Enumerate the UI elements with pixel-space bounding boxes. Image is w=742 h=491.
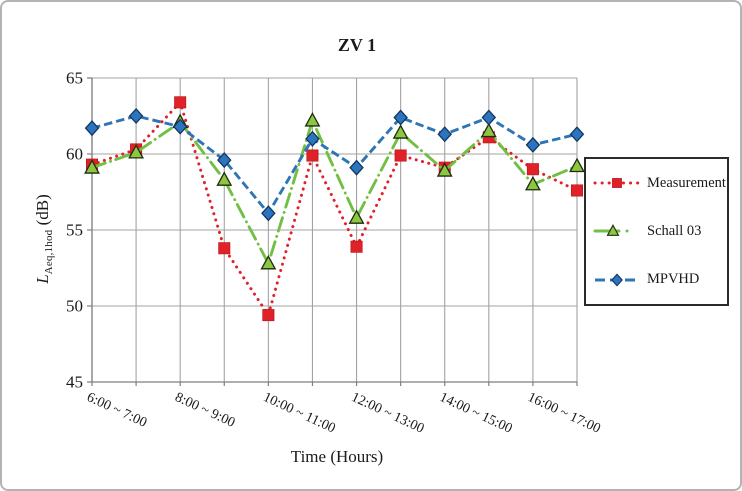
triangle-marker xyxy=(304,112,321,127)
diamond-marker xyxy=(611,273,623,287)
triangle-marker xyxy=(128,143,145,159)
legend-label-measurement: Measurement xyxy=(647,174,726,191)
y-axis-title: LAeq,1hod (dB) xyxy=(33,194,55,284)
square-marker xyxy=(350,240,363,253)
square-marker xyxy=(174,96,187,109)
triangle-marker xyxy=(216,171,233,186)
chart-title: ZV 1 xyxy=(337,35,377,55)
square-marker xyxy=(394,149,407,162)
diamond-marker xyxy=(217,152,232,169)
square-marker xyxy=(526,163,539,176)
series-schall-03 xyxy=(84,112,585,270)
diamond-marker xyxy=(172,118,188,135)
triangle-marker xyxy=(392,124,409,139)
legend-box: Measurement Schall 03 MPVHD xyxy=(584,157,729,306)
legend-key-schall-03-icon xyxy=(593,224,641,237)
y-axis-title-symbol: L xyxy=(32,274,52,284)
legend-item-mpvhd: MPVHD xyxy=(586,271,727,289)
x-axis-title: Time (Hours) xyxy=(290,447,384,466)
square-marker xyxy=(306,149,319,162)
x-tick-label: 12:00 ~ 13:00 xyxy=(349,390,426,437)
x-tick-label: 16:00 ~ 17:00 xyxy=(525,390,602,437)
y-tick-label: 45 xyxy=(66,373,83,392)
x-tick-label: 6:00 ~ 7:00 xyxy=(84,390,149,431)
triangle-marker xyxy=(84,159,100,174)
series-line-mpvhd xyxy=(91,114,578,216)
triangle-marker xyxy=(348,209,365,224)
legend-item-measurement: Measurement xyxy=(586,174,727,192)
legend-item-schall-03: Schall 03 xyxy=(586,222,727,240)
series-line-measurement xyxy=(90,99,579,319)
triangle-marker xyxy=(436,162,453,177)
x-tick-label: 8:00 ~ 9:00 xyxy=(172,390,237,431)
series-line-schall-03 xyxy=(90,116,579,268)
x-tick-label: 14:00 ~ 15:00 xyxy=(437,390,514,437)
triangle-marker xyxy=(569,157,585,173)
y-tick-label: 65 xyxy=(66,69,83,88)
series-mpvhd xyxy=(84,107,585,222)
diamond-marker xyxy=(481,109,497,126)
square-marker xyxy=(218,242,231,255)
diamond-marker xyxy=(525,136,541,153)
legend-key-measurement-icon xyxy=(593,178,641,189)
y-axis-title-subscript: Aeq,1hod xyxy=(43,229,56,275)
legend-label-schall-03: Schall 03 xyxy=(647,222,702,239)
diamond-marker xyxy=(128,107,144,125)
square-marker xyxy=(612,178,622,189)
x-tick-label: 10:00 ~ 11:00 xyxy=(261,390,338,436)
triangle-marker xyxy=(480,122,497,138)
diamond-marker xyxy=(349,159,364,176)
legend-key-mpvhd-icon xyxy=(595,273,639,287)
triangle-marker xyxy=(524,175,541,191)
diamond-marker xyxy=(437,126,452,143)
y-tick-label: 60 xyxy=(66,145,83,164)
square-marker xyxy=(262,309,275,322)
triangle-marker xyxy=(606,224,620,237)
y-tick-label: 50 xyxy=(66,297,83,316)
triangle-marker xyxy=(260,254,277,270)
y-tick-label: 55 xyxy=(66,221,83,240)
legend-label-mpvhd: MPVHD xyxy=(647,271,700,288)
diamond-marker xyxy=(305,130,320,147)
diamond-marker xyxy=(393,109,408,126)
x-grid: 6:00 ~ 7:00 8:00 ~ 9:00 10:00 ~ 11:00 12:00… xyxy=(84,78,603,437)
diamond-marker xyxy=(569,126,585,143)
diamond-marker xyxy=(261,205,276,222)
square-marker xyxy=(570,184,583,197)
diamond-marker xyxy=(84,120,100,137)
y-axis-title-unit: (dB) xyxy=(32,194,52,230)
